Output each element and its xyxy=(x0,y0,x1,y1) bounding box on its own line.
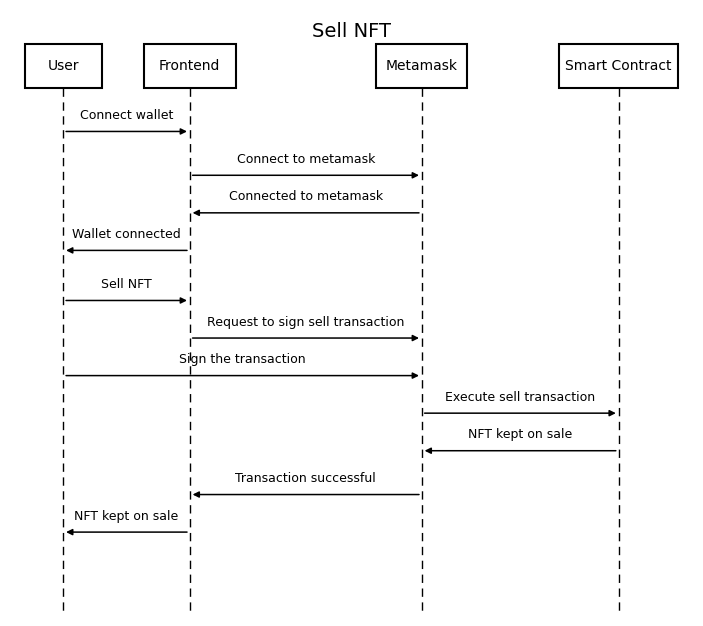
Text: NFT kept on sale: NFT kept on sale xyxy=(75,510,179,523)
Text: Connected to metamask: Connected to metamask xyxy=(228,190,383,203)
Text: User: User xyxy=(48,59,79,73)
Text: Connect wallet: Connect wallet xyxy=(80,109,173,122)
Bar xyxy=(559,44,678,88)
Text: Metamask: Metamask xyxy=(386,59,458,73)
Text: Frontend: Frontend xyxy=(159,59,221,73)
Text: Smart Contract: Smart Contract xyxy=(565,59,672,73)
Text: Sell NFT: Sell NFT xyxy=(312,22,391,41)
Bar xyxy=(376,44,467,88)
Text: Connect to metamask: Connect to metamask xyxy=(237,153,375,166)
Text: Transaction successful: Transaction successful xyxy=(236,472,376,485)
Text: Sell NFT: Sell NFT xyxy=(101,278,152,291)
Text: Sign the transaction: Sign the transaction xyxy=(179,353,306,366)
Text: NFT kept on sale: NFT kept on sale xyxy=(468,428,572,441)
Text: Execute sell transaction: Execute sell transaction xyxy=(445,391,595,404)
Bar xyxy=(25,44,102,88)
Text: Wallet connected: Wallet connected xyxy=(72,228,181,241)
Bar xyxy=(144,44,236,88)
Text: Request to sign sell transaction: Request to sign sell transaction xyxy=(207,316,404,329)
